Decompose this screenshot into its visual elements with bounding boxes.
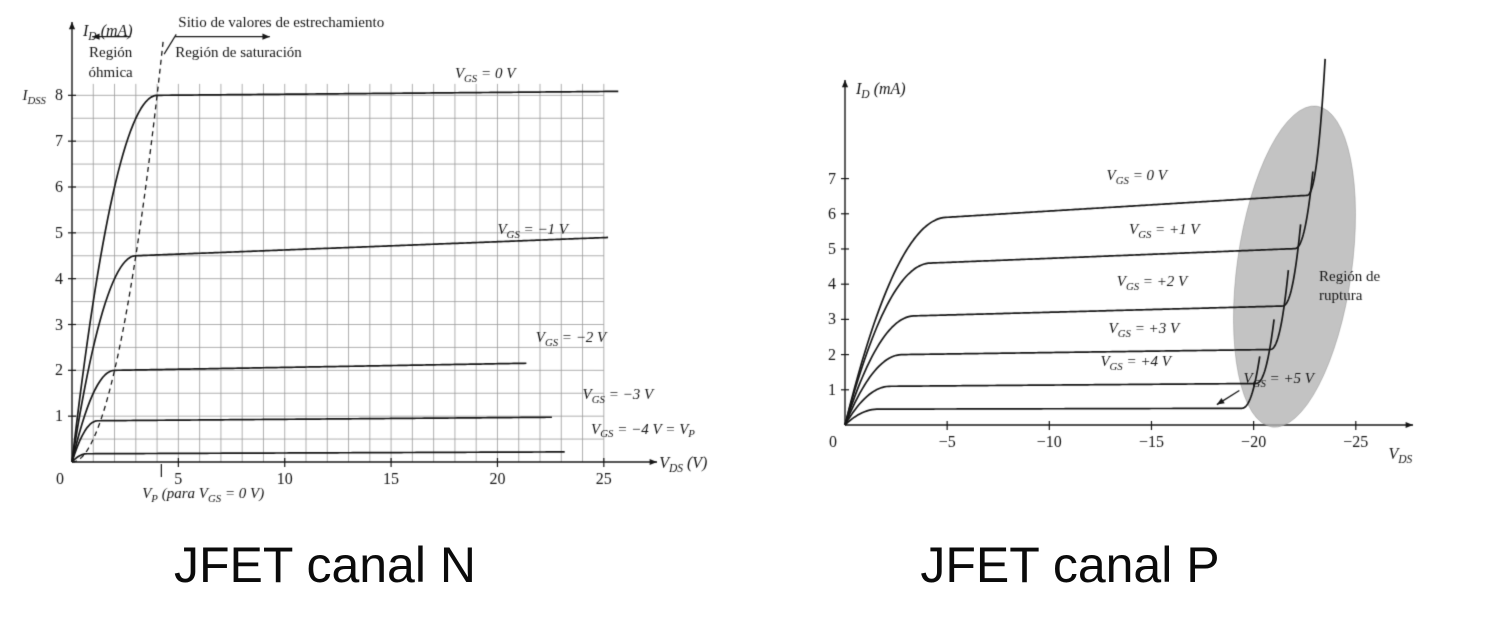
- jfet-p-channel-chart: [788, 10, 1508, 480]
- jfet-n-channel-chart: [0, 0, 785, 520]
- caption-jfet-canal-n: JFET canal N: [174, 537, 476, 593]
- caption-jfet-canal-p: JFET canal P: [920, 537, 1220, 593]
